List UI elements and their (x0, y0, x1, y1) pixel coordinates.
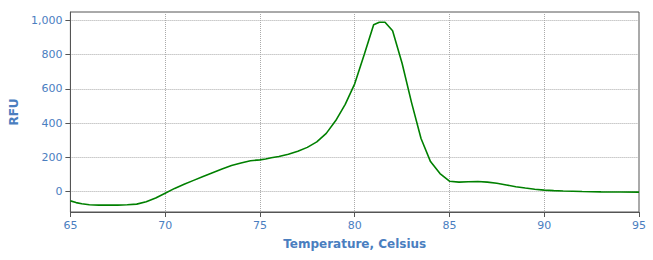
svg-text:1,000: 1,000 (31, 14, 63, 27)
svg-text:65: 65 (63, 219, 77, 232)
svg-text:95: 95 (632, 219, 646, 232)
svg-text:85: 85 (442, 219, 456, 232)
svg-text:80: 80 (348, 219, 362, 232)
svg-text:90: 90 (537, 219, 551, 232)
svg-text:70: 70 (158, 219, 172, 232)
svg-text:400: 400 (41, 117, 62, 130)
svg-text:800: 800 (41, 48, 62, 61)
svg-text:75: 75 (253, 219, 267, 232)
svg-text:200: 200 (41, 151, 62, 164)
svg-text:0: 0 (55, 185, 62, 198)
svg-text:Temperature, Celsius: Temperature, Celsius (283, 237, 426, 251)
svg-text:600: 600 (41, 82, 62, 95)
svg-text:RFU: RFU (7, 98, 21, 125)
